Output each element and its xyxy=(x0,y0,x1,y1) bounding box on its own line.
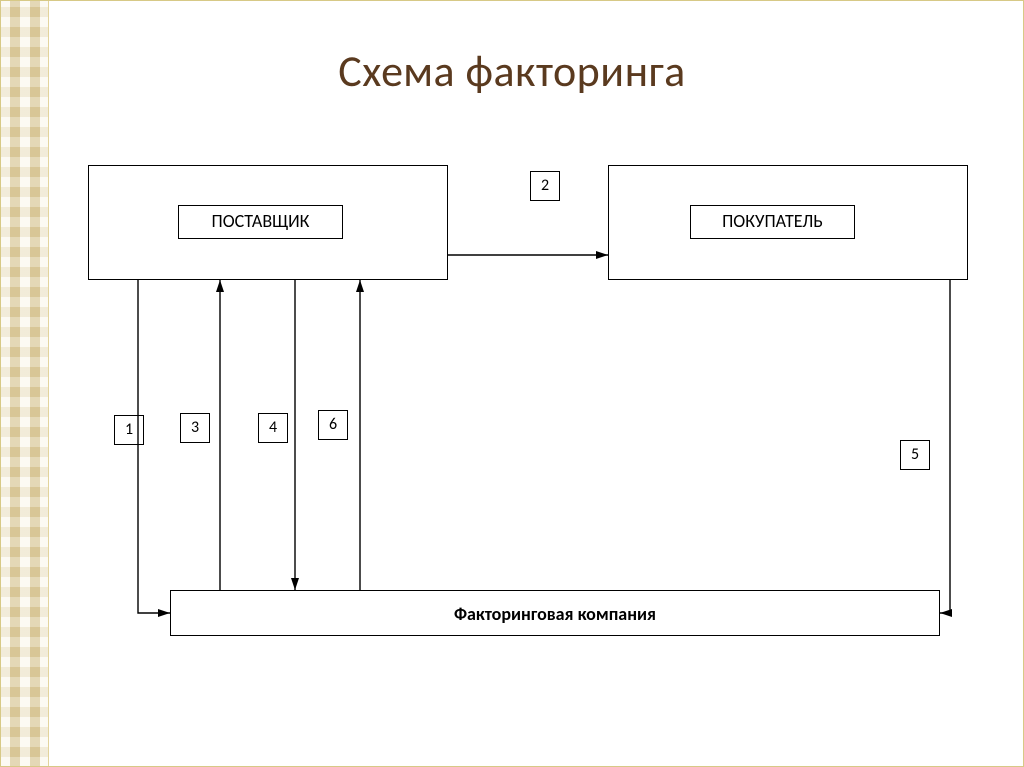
edges-layer xyxy=(70,165,980,665)
decorative-left-strip xyxy=(0,0,49,767)
slide-title: Схема факторинга xyxy=(0,44,1024,98)
factoring-diagram: ПОСТАВЩИК ПОКУПАТЕЛЬ Факторинговая компа… xyxy=(70,165,980,665)
